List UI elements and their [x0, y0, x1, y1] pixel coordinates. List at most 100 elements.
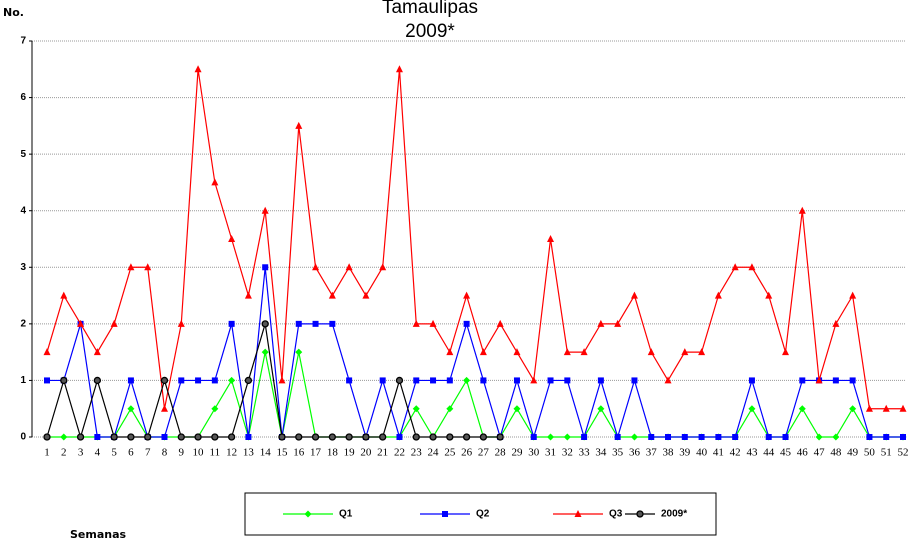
marker [345, 433, 353, 441]
marker [160, 376, 169, 385]
marker [882, 404, 890, 412]
chart-subtitle: 2009* [405, 21, 455, 42]
marker [261, 206, 269, 214]
legend-marker [574, 510, 582, 517]
marker [261, 348, 269, 356]
marker [446, 405, 454, 413]
x-tick-label: 14 [260, 447, 272, 459]
x-tick-label: 5 [111, 447, 117, 459]
marker [698, 348, 706, 356]
marker [446, 433, 454, 441]
series-line [47, 352, 903, 439]
marker [211, 405, 219, 413]
x-tick-label: 44 [763, 447, 775, 459]
marker [597, 405, 605, 413]
marker [648, 434, 655, 440]
x-tick-label: 1 [44, 447, 50, 459]
marker [563, 348, 571, 356]
x-tick-label: 3 [78, 447, 84, 459]
x-tick-label: 22 [394, 447, 405, 459]
marker [194, 65, 202, 73]
marker [312, 263, 320, 271]
marker [479, 433, 488, 441]
x-tick-label: 15 [276, 447, 288, 459]
marker [244, 291, 252, 299]
marker [681, 348, 689, 356]
marker [430, 377, 437, 384]
marker [160, 404, 168, 412]
x-tick-label: 37 [646, 447, 658, 459]
y-axis-label: No. [3, 6, 24, 19]
marker [194, 433, 202, 441]
x-tick-label: 12 [226, 447, 237, 459]
marker [295, 433, 303, 441]
x-axis-label: Semanas [70, 528, 127, 541]
marker [798, 206, 806, 214]
marker [715, 434, 722, 440]
marker [496, 319, 504, 327]
marker [463, 320, 470, 327]
x-tick-label: 20 [360, 447, 372, 459]
x-tick-label: 17 [310, 447, 322, 459]
marker [463, 376, 471, 384]
x-tick-label: 35 [612, 447, 624, 459]
series-line [46, 69, 903, 410]
x-tick-label: 24 [428, 447, 440, 459]
x-tick-label: 39 [679, 447, 691, 459]
y-tick-label: 7 [20, 36, 26, 47]
x-tick-label: 47 [814, 447, 826, 459]
marker [479, 348, 487, 356]
marker [412, 405, 420, 413]
x-tick-label: 34 [595, 447, 607, 459]
marker [748, 263, 756, 271]
x-tick-label: 9 [179, 447, 185, 459]
legend-label: Q1 [339, 509, 353, 520]
x-tick-label: 41 [713, 447, 724, 459]
marker [665, 434, 672, 440]
x-tick-label: 46 [797, 447, 809, 459]
marker [412, 433, 420, 441]
marker [110, 319, 118, 327]
marker [211, 178, 219, 186]
marker [597, 319, 605, 327]
marker [496, 433, 504, 441]
x-tick-label: 11 [210, 447, 221, 459]
marker [714, 291, 722, 299]
marker [328, 291, 336, 299]
x-tick-label: 10 [193, 447, 205, 459]
marker [161, 434, 168, 440]
marker [44, 377, 50, 384]
marker [178, 377, 185, 384]
x-tick-label: 49 [847, 447, 859, 459]
marker [429, 433, 437, 441]
marker [832, 319, 840, 327]
marker [346, 377, 353, 384]
legend-marker [304, 510, 312, 518]
y-tick-label: 5 [20, 149, 26, 160]
marker [245, 434, 252, 440]
marker [530, 376, 538, 384]
x-tick-label: 38 [663, 447, 675, 459]
x-tick-label: 23 [411, 447, 423, 459]
marker [228, 376, 236, 384]
legend-marker [442, 511, 448, 517]
marker [295, 348, 303, 356]
marker [883, 434, 890, 440]
marker [395, 376, 404, 385]
marker [798, 405, 806, 413]
marker [177, 319, 185, 327]
marker [295, 121, 303, 129]
marker [765, 434, 772, 440]
x-tick-label: 25 [444, 447, 456, 459]
marker [513, 377, 520, 384]
marker [77, 319, 85, 327]
marker [630, 291, 638, 299]
marker [547, 377, 554, 384]
marker [815, 433, 823, 441]
marker [782, 348, 790, 356]
x-tick-label: 27 [478, 447, 490, 459]
marker [832, 433, 840, 441]
x-tick-label: 31 [545, 447, 556, 459]
legend-marker [636, 510, 644, 518]
marker [60, 291, 68, 299]
